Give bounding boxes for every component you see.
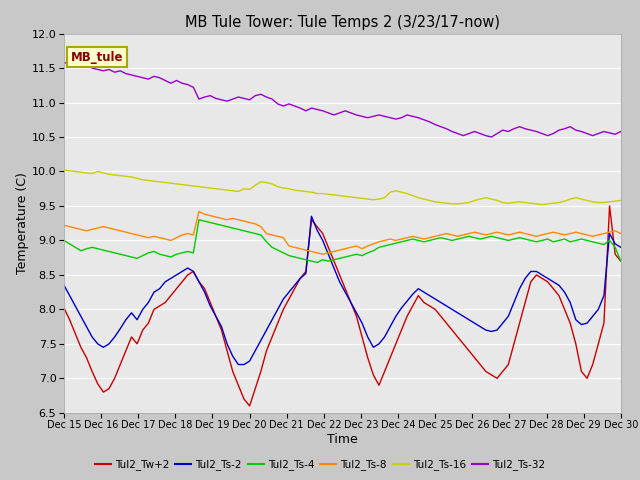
Legend: Tul2_Tw+2, Tul2_Ts-2, Tul2_Ts-4, Tul2_Ts-8, Tul2_Ts-16, Tul2_Ts-32: Tul2_Tw+2, Tul2_Ts-2, Tul2_Ts-4, Tul2_Ts…	[91, 455, 549, 474]
Title: MB Tule Tower: Tule Temps 2 (3/23/17-now): MB Tule Tower: Tule Temps 2 (3/23/17-now…	[185, 15, 500, 30]
X-axis label: Time: Time	[327, 433, 358, 446]
Y-axis label: Temperature (C): Temperature (C)	[16, 172, 29, 274]
Text: MB_tule: MB_tule	[70, 51, 123, 64]
